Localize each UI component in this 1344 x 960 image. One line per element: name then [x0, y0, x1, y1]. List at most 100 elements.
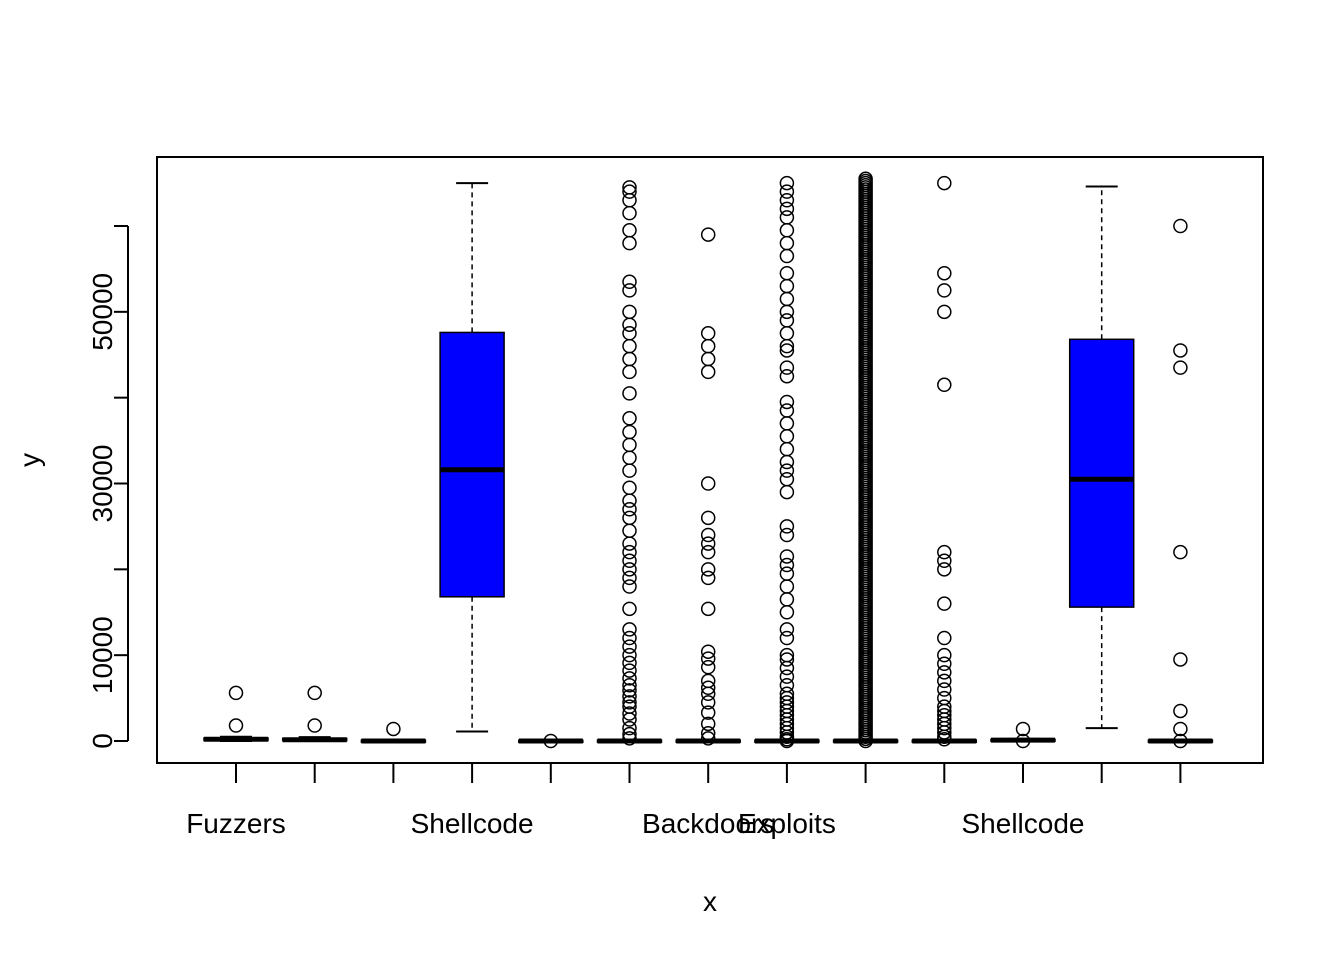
outlier-point [937, 708, 952, 723]
outlier-point [1173, 544, 1188, 560]
box-group [1068, 185, 1135, 730]
outlier-point [779, 210, 795, 225]
outlier-point [779, 622, 795, 637]
outlier-point [779, 454, 795, 470]
outlier-point [700, 227, 716, 242]
box-group [360, 721, 427, 744]
box-body [439, 331, 505, 598]
outlier-point [622, 655, 637, 671]
x-tick-label: Fuzzers [186, 808, 286, 839]
outlier-point [622, 386, 637, 401]
outlier-point [622, 304, 637, 320]
outlier-point [779, 630, 795, 646]
outlier-point [700, 476, 716, 491]
outlier-point [937, 377, 952, 393]
y-axis-title: y [14, 453, 45, 467]
outlier-point [622, 205, 637, 221]
outlier-point [622, 579, 637, 594]
outlier-point [1173, 703, 1188, 719]
outlier-point [779, 394, 795, 410]
outlier-point [622, 622, 637, 637]
outlier-point [779, 652, 795, 667]
box-body [1068, 338, 1135, 608]
outlier-point [700, 536, 716, 551]
outlier-point [622, 326, 637, 341]
outlier-point [937, 682, 952, 697]
x-tick-label: Exploits [738, 808, 836, 839]
outlier-point [622, 364, 637, 380]
outlier-point [622, 463, 637, 478]
outlier-point [622, 671, 637, 686]
outlier-point [779, 223, 795, 238]
outlier-point [700, 651, 716, 666]
outlier-point [700, 510, 716, 526]
outlier-point [700, 326, 716, 341]
outlier-point [937, 699, 952, 714]
outlier-point [779, 557, 795, 573]
outlier-point [307, 685, 322, 701]
outlier-point [622, 695, 637, 710]
box-group [832, 171, 899, 749]
box-group [518, 733, 584, 749]
outlier-point [779, 291, 795, 307]
x-tick-label: Shellcode [962, 808, 1085, 839]
outlier-point [937, 665, 952, 680]
outlier-point [937, 175, 952, 191]
outlier-point [937, 283, 952, 298]
outlier-point [622, 317, 637, 332]
outlier-point [779, 669, 795, 684]
x-tick-label: Shellcode [411, 808, 534, 839]
box-group [596, 180, 663, 746]
outlier-point [622, 639, 637, 654]
outlier-point [700, 731, 716, 746]
outlier-point [779, 527, 795, 543]
outlier-point [779, 304, 795, 320]
outlier-point [543, 733, 559, 749]
outlier-point [622, 630, 637, 646]
outlier-point [779, 677, 795, 693]
outlier-point [622, 731, 637, 746]
outlier-point [779, 592, 795, 607]
outlier-point [622, 706, 637, 721]
y-tick-label: 0 [87, 733, 118, 749]
outlier-point [700, 544, 716, 560]
outlier-point [1173, 721, 1188, 737]
boxes-layer [203, 171, 1214, 749]
outlier-point [937, 265, 952, 281]
outlier-point [779, 326, 795, 341]
outlier-point [1173, 343, 1188, 358]
x-axis-title: x [703, 886, 717, 917]
outlier-point [622, 720, 637, 736]
outlier-point [779, 647, 795, 663]
outlier-point [700, 680, 716, 696]
outlier-point [622, 647, 637, 663]
outlier-point [622, 274, 637, 290]
outlier-point [622, 493, 637, 508]
outlier-point [779, 484, 795, 500]
outlier-point [700, 705, 716, 720]
outlier-point [779, 686, 795, 702]
outlier-point [622, 683, 637, 698]
outlier-point [779, 549, 795, 564]
outlier-point [779, 184, 795, 199]
outlier-point [700, 726, 716, 741]
outlier-point [779, 193, 795, 208]
y-tick-label: 50000 [87, 273, 118, 351]
outlier-point [622, 536, 637, 551]
outlier-point [779, 429, 795, 444]
outlier-point [779, 278, 795, 294]
outlier-point [779, 463, 795, 478]
outlier-point [622, 502, 637, 517]
outlier-point [937, 596, 952, 611]
outlier-point [779, 416, 795, 431]
outlier-point [779, 471, 795, 487]
outlier-point [937, 562, 952, 577]
outlier-point [622, 570, 637, 586]
outlier-point [386, 721, 401, 737]
outlier-point [622, 235, 637, 251]
box-group [675, 227, 741, 746]
box-group [439, 182, 505, 733]
outlier-point [1015, 733, 1031, 749]
outlier-point [622, 601, 637, 617]
